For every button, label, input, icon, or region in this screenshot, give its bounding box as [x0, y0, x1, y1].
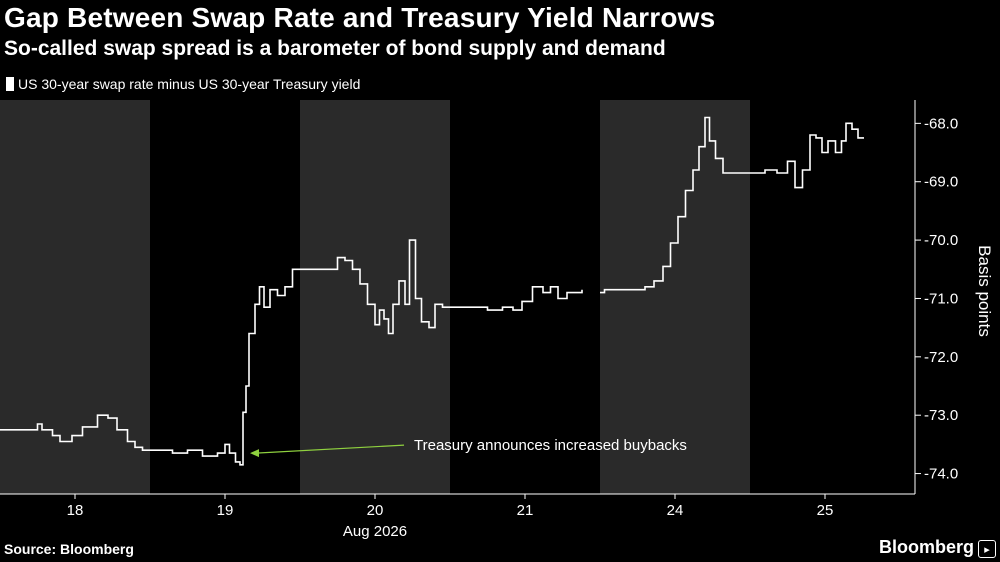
y-tick-label-6: -74.0 [924, 466, 958, 483]
brand-logo-text: Bloomberg [878, 537, 974, 557]
x-tick-label-0: 18 [67, 502, 84, 519]
series-line-0-segment-0 [0, 239, 583, 466]
annotation-label: Treasury announces increased buybacks [414, 437, 687, 454]
annotation-arrow-line [255, 444, 405, 454]
y-tick-label-2: -70.0 [924, 232, 958, 249]
legend: US 30-year swap rate minus US 30-year Tr… [6, 76, 360, 92]
y-tick-label-0: -68.0 [924, 115, 958, 132]
y-tick-label-5: -73.0 [924, 407, 958, 424]
y-axis-label: Basis points [975, 245, 994, 337]
x-tick-label-5: 25 [817, 502, 834, 519]
source-note: Source: Bloomberg [4, 541, 134, 557]
shaded-day-band-2 [600, 100, 750, 494]
legend-label: US 30-year swap rate minus US 30-year Tr… [18, 76, 361, 92]
x-tick-label-1: 19 [217, 502, 234, 519]
y-tick-label-3: -71.0 [924, 290, 958, 307]
x-tick-label-3: 21 [517, 502, 534, 519]
series-line-0-segment-1 [600, 116, 864, 294]
y-tick-label-4: -72.0 [924, 349, 958, 366]
x-tick-label-2: 20 [367, 502, 384, 519]
x-axis-label: Aug 2026 [343, 523, 407, 540]
y-tick-label-1: -69.0 [924, 174, 958, 191]
chart-subtitle: So-called swap spread is a barometer of … [4, 37, 666, 60]
legend-swatch [6, 77, 14, 91]
shaded-day-band-1 [300, 100, 450, 494]
chart-title: Gap Between Swap Rate and Treasury Yield… [4, 2, 716, 33]
annotation-arrowhead [250, 449, 259, 458]
bloomberg-mark-icon: ▸ [978, 540, 996, 558]
shaded-day-band-0 [0, 100, 150, 494]
x-tick-label-4: 24 [667, 502, 684, 519]
